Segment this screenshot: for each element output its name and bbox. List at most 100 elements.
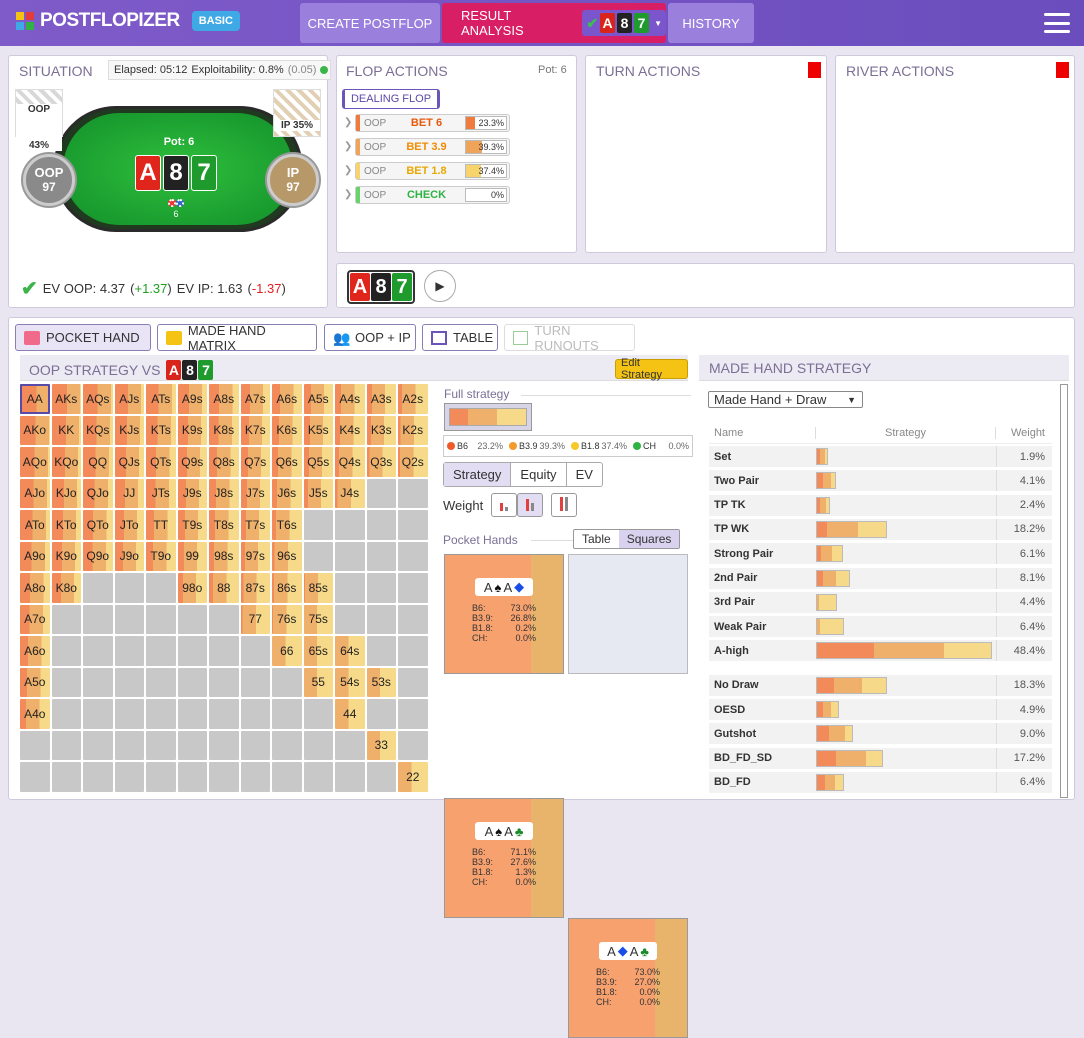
hand-cell[interactable]: K7s <box>240 415 270 445</box>
hand-cell[interactable]: TT <box>146 510 176 540</box>
weight-mode-3-icon[interactable] <box>551 493 577 517</box>
made-hand-row[interactable]: 2nd Pair 8.1% <box>709 567 1052 589</box>
made-hand-select[interactable]: Made Hand + Draw ▼ <box>708 391 863 408</box>
full-strategy-bar[interactable] <box>444 403 532 431</box>
flop-action-row[interactable]: OOP CHECK 0% <box>355 186 510 204</box>
flop-action-row[interactable]: OOP BET 3.9 39.3% <box>355 138 510 156</box>
hand-cell[interactable]: AKo <box>20 415 50 445</box>
hand-cell[interactable] <box>209 667 239 697</box>
ev-view-button[interactable]: EV <box>575 467 593 482</box>
hand-cell[interactable] <box>114 667 144 697</box>
hand-cell[interactable] <box>366 699 396 729</box>
hand-cell[interactable]: JJ <box>114 478 144 508</box>
hand-cell[interactable]: J6s <box>272 478 302 508</box>
hand-cell[interactable] <box>209 604 239 634</box>
hand-cell[interactable]: A6o <box>20 636 50 666</box>
hand-cell[interactable]: J4s <box>335 478 365 508</box>
hand-cell[interactable]: 65s <box>303 636 333 666</box>
pocket-hand-card[interactable]: A ♠ A ◆ B6: 73.0% B3.9: 26.8% B1.8: 0.2% CH: 0… <box>444 554 564 674</box>
hand-cell[interactable] <box>146 699 176 729</box>
hand-cell[interactable] <box>209 762 239 792</box>
hand-cell[interactable]: T9o <box>146 541 176 571</box>
tab-made-hand-matrix[interactable]: MADE HAND MATRIX <box>157 323 317 353</box>
hand-cell[interactable]: K9s <box>177 415 207 445</box>
hand-cell[interactable] <box>83 730 113 760</box>
hand-cell[interactable]: J9o <box>114 541 144 571</box>
hand-cell[interactable] <box>177 699 207 729</box>
hand-cell[interactable] <box>114 604 144 634</box>
strategy-view-button[interactable]: Strategy <box>444 463 512 486</box>
made-hand-row[interactable]: BD_FD 6.4% <box>709 771 1052 793</box>
hand-cell[interactable] <box>114 573 144 603</box>
equity-view-button[interactable]: Equity <box>511 463 567 486</box>
hand-cell[interactable]: Q7s <box>240 447 270 477</box>
hand-cell[interactable]: AJs <box>114 384 144 414</box>
made-hand-row[interactable]: OESD 4.9% <box>709 699 1052 720</box>
hand-cell[interactable]: KQs <box>83 415 113 445</box>
made-hand-row[interactable]: Set 1.9% <box>709 446 1052 467</box>
hand-cell[interactable] <box>209 636 239 666</box>
dealing-flop-button[interactable]: DEALING FLOP <box>342 89 440 109</box>
hand-cell[interactable]: 99 <box>177 541 207 571</box>
made-hand-row[interactable]: TP WK 18.2% <box>709 518 1052 540</box>
play-icon[interactable]: ▶ <box>424 270 456 302</box>
hand-cell[interactable]: J7s <box>240 478 270 508</box>
hand-cell[interactable] <box>209 730 239 760</box>
hand-cell[interactable]: Q3s <box>366 447 396 477</box>
hand-cell[interactable]: 22 <box>398 762 428 792</box>
hand-cell[interactable]: Q5s <box>303 447 333 477</box>
hand-cell[interactable]: ATo <box>20 510 50 540</box>
expand-arrow-icon[interactable]: ❯ <box>344 189 353 200</box>
hand-cell[interactable]: K5s <box>303 415 333 445</box>
hand-cell[interactable]: A9s <box>177 384 207 414</box>
made-hand-row[interactable]: A-high 48.4% <box>709 640 1052 662</box>
hand-cell[interactable] <box>303 541 333 571</box>
hand-cell[interactable]: A2s <box>398 384 428 414</box>
hand-cell[interactable]: 98o <box>177 573 207 603</box>
hand-cell[interactable] <box>398 478 428 508</box>
hand-cell[interactable]: A5o <box>20 667 50 697</box>
hand-cell[interactable]: 66 <box>272 636 302 666</box>
hand-cell[interactable]: J8s <box>209 478 239 508</box>
hand-cell[interactable]: 97s <box>240 541 270 571</box>
oop-seat[interactable]: OOP 97 <box>23 154 75 206</box>
hand-cell[interactable] <box>398 510 428 540</box>
hand-cell[interactable] <box>272 667 302 697</box>
turn-card-placeholder-icon[interactable] <box>808 62 821 78</box>
hand-cell[interactable] <box>335 510 365 540</box>
hand-cell[interactable] <box>366 510 396 540</box>
hand-cell[interactable] <box>83 573 113 603</box>
hand-cell[interactable]: 76s <box>272 604 302 634</box>
pocket-hand-card[interactable]: A ♠ A ♣ B6: 71.1% B3.9: 27.6% B1.8: 1.3% CH: 0… <box>444 798 564 918</box>
hand-cell[interactable]: AQo <box>20 447 50 477</box>
hand-cell[interactable] <box>83 699 113 729</box>
hand-cell[interactable]: A4s <box>335 384 365 414</box>
hand-cell[interactable] <box>398 667 428 697</box>
nav-create-postflop[interactable]: CREATE POSTFLOP <box>300 3 440 43</box>
hand-cell[interactable] <box>51 667 81 697</box>
hand-cell[interactable]: KJo <box>51 478 81 508</box>
tab-table[interactable]: TABLE <box>422 324 498 351</box>
hand-cell[interactable]: QQ <box>83 447 113 477</box>
hand-cell[interactable] <box>209 699 239 729</box>
nav-result-analysis[interactable]: RESULT ANALYSIS ✔ A 8 7 ▼ <box>442 3 666 43</box>
ip-range-thumbnail[interactable]: IP 35% <box>273 89 321 137</box>
nav-history[interactable]: HISTORY <box>668 3 754 43</box>
ip-seat[interactable]: IP 97 <box>267 154 319 206</box>
hand-cell[interactable] <box>335 604 365 634</box>
weight-mode-1-icon[interactable] <box>491 493 517 517</box>
hand-cell[interactable]: K8o <box>51 573 81 603</box>
hand-cell[interactable] <box>303 510 333 540</box>
hand-cell[interactable]: A3s <box>366 384 396 414</box>
hand-cell[interactable]: K6s <box>272 415 302 445</box>
hand-cell[interactable]: KQo <box>51 447 81 477</box>
tab-oop-ip[interactable]: 👥 OOP + IP <box>324 324 416 351</box>
hand-cell[interactable] <box>303 699 333 729</box>
made-hand-row[interactable]: Two Pair 4.1% <box>709 470 1052 492</box>
hamburger-menu-icon[interactable] <box>1044 13 1070 33</box>
hand-cell[interactable]: QJs <box>114 447 144 477</box>
hand-cell[interactable]: K3s <box>366 415 396 445</box>
hand-cell[interactable]: Q2s <box>398 447 428 477</box>
hand-cell[interactable]: JTo <box>114 510 144 540</box>
tab-pocket-hand[interactable]: POCKET HAND <box>15 324 151 351</box>
